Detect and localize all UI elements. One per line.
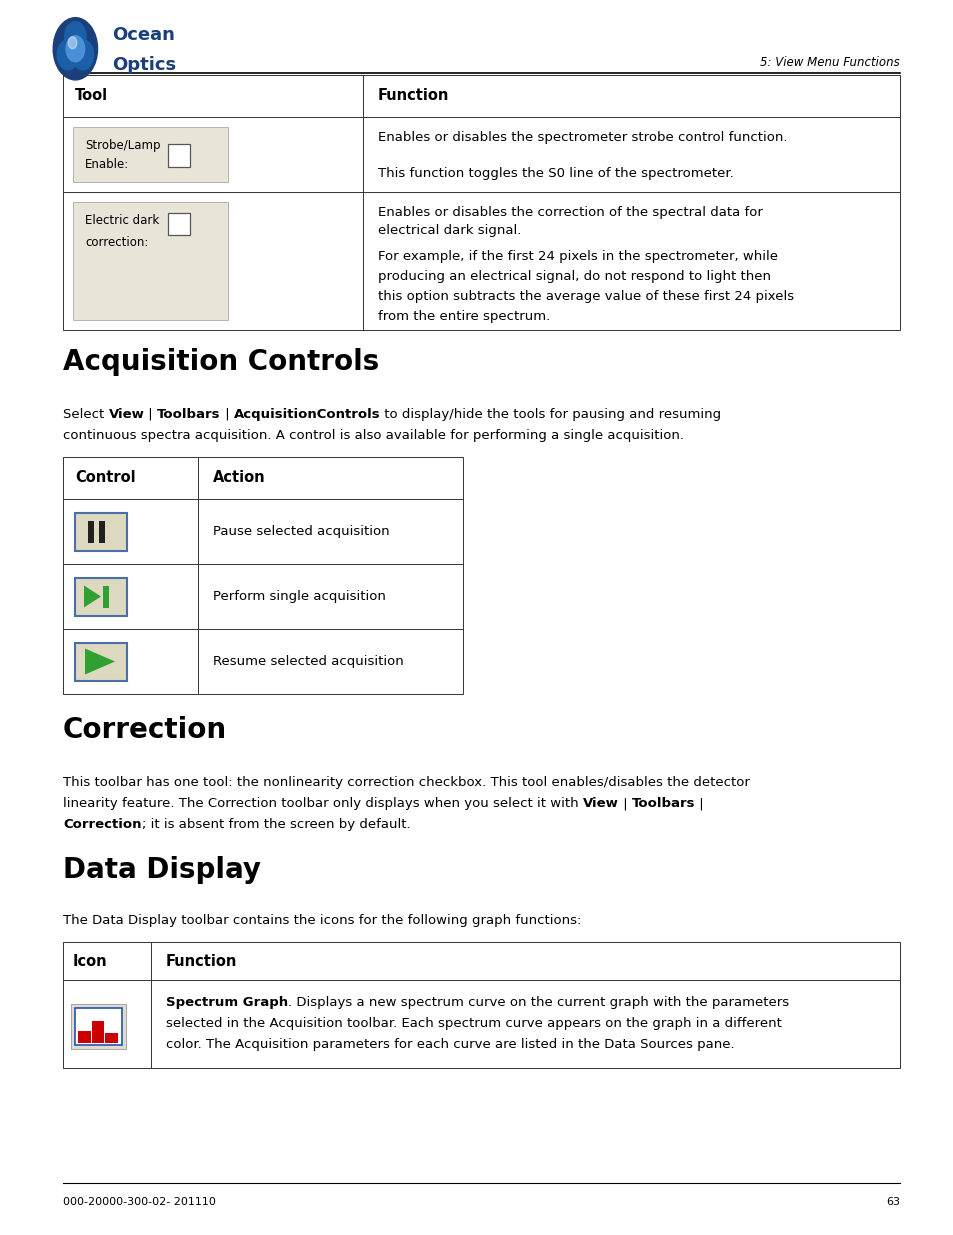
Bar bbox=[91, 1021, 104, 1044]
Circle shape bbox=[66, 36, 85, 62]
Text: selected in the Acquisition toolbar. Each spectrum curve appears on the graph in: selected in the Acquisition toolbar. Eac… bbox=[166, 1016, 781, 1030]
Text: color. The Acquisition parameters for each curve are listed in the Data Sources : color. The Acquisition parameters for ea… bbox=[166, 1037, 734, 1051]
Text: Correction: Correction bbox=[63, 818, 141, 831]
Bar bbox=[71, 1004, 126, 1049]
Text: Electric dark: Electric dark bbox=[85, 214, 159, 226]
Text: Tool: Tool bbox=[75, 89, 108, 104]
Text: Data Display: Data Display bbox=[63, 856, 261, 884]
Text: Function: Function bbox=[166, 953, 237, 968]
Text: 63: 63 bbox=[885, 1197, 899, 1207]
Text: ; it is absent from the screen by default.: ; it is absent from the screen by defaul… bbox=[141, 818, 410, 831]
Text: Ocean: Ocean bbox=[112, 26, 175, 43]
Text: |: | bbox=[220, 408, 233, 421]
Text: This toolbar has one tool: the nonlinearity correction checkbox. This tool enabl: This toolbar has one tool: the nonlinear… bbox=[63, 776, 749, 789]
Circle shape bbox=[72, 40, 93, 70]
Text: Acquisition Controls: Acquisition Controls bbox=[63, 348, 379, 375]
Polygon shape bbox=[85, 648, 115, 674]
Text: . Displays a new spectrum curve on the current graph with the parameters: . Displays a new spectrum curve on the c… bbox=[288, 995, 788, 1009]
Text: Optics: Optics bbox=[112, 56, 176, 74]
Bar bbox=[73, 203, 228, 320]
Text: Toolbars: Toolbars bbox=[631, 797, 695, 810]
Bar bbox=[75, 578, 127, 615]
Bar bbox=[75, 1008, 122, 1045]
Text: Icon: Icon bbox=[73, 953, 108, 968]
Text: Perform single acquisition: Perform single acquisition bbox=[213, 590, 385, 603]
Text: correction:: correction: bbox=[85, 236, 149, 248]
Text: electrical dark signal.: electrical dark signal. bbox=[377, 224, 521, 237]
Text: Function: Function bbox=[377, 89, 449, 104]
Text: continuous spectra acquisition. A control is also available for performing a sin: continuous spectra acquisition. A contro… bbox=[63, 429, 683, 442]
Bar bbox=[99, 520, 105, 542]
Text: View: View bbox=[582, 797, 618, 810]
Bar bbox=[105, 1032, 118, 1044]
Text: Action: Action bbox=[213, 471, 265, 485]
Text: this option subtracts the average value of these first 24 pixels: this option subtracts the average value … bbox=[377, 290, 793, 303]
Circle shape bbox=[53, 17, 97, 80]
Text: Pause selected acquisition: Pause selected acquisition bbox=[213, 525, 389, 538]
Text: Resume selected acquisition: Resume selected acquisition bbox=[213, 655, 403, 668]
Text: 5: View Menu Functions: 5: View Menu Functions bbox=[760, 56, 899, 69]
Bar bbox=[63, 457, 462, 694]
Text: to display/hide the tools for pausing and resuming: to display/hide the tools for pausing an… bbox=[380, 408, 720, 421]
Text: Enables or disables the spectrometer strobe control function.: Enables or disables the spectrometer str… bbox=[377, 131, 786, 144]
Text: Select: Select bbox=[63, 408, 109, 421]
Text: Control: Control bbox=[75, 471, 135, 485]
Text: For example, if the first 24 pixels in the spectrometer, while: For example, if the first 24 pixels in t… bbox=[377, 249, 778, 263]
Circle shape bbox=[57, 40, 78, 70]
Text: View: View bbox=[109, 408, 144, 421]
Text: Spectrum Graph: Spectrum Graph bbox=[166, 995, 288, 1009]
Text: Strobe/Lamp: Strobe/Lamp bbox=[85, 140, 160, 152]
Bar bbox=[103, 585, 109, 608]
Circle shape bbox=[69, 37, 76, 48]
Circle shape bbox=[65, 22, 86, 52]
Text: |: | bbox=[695, 797, 703, 810]
Bar bbox=[75, 642, 127, 680]
Bar bbox=[88, 520, 93, 542]
Text: linearity feature. The Correction toolbar only displays when you select it with: linearity feature. The Correction toolba… bbox=[63, 797, 582, 810]
Text: producing an electrical signal, do not respond to light then: producing an electrical signal, do not r… bbox=[377, 270, 770, 283]
Bar bbox=[63, 75, 899, 330]
Text: Enable:: Enable: bbox=[85, 158, 129, 170]
Text: |: | bbox=[144, 408, 157, 421]
Bar bbox=[63, 942, 899, 1068]
Text: Correction: Correction bbox=[63, 716, 227, 743]
Bar bbox=[168, 144, 190, 167]
Bar bbox=[168, 212, 190, 235]
Bar bbox=[75, 513, 127, 551]
Text: 000-20000-300-02- 201110: 000-20000-300-02- 201110 bbox=[63, 1197, 215, 1207]
Text: Enables or disables the correction of the spectral data for: Enables or disables the correction of th… bbox=[377, 206, 762, 219]
Text: Toolbars: Toolbars bbox=[157, 408, 220, 421]
Bar bbox=[73, 127, 228, 182]
Text: This function toggles the S0 line of the spectrometer.: This function toggles the S0 line of the… bbox=[377, 167, 733, 180]
Polygon shape bbox=[84, 585, 101, 608]
Text: |: | bbox=[618, 797, 631, 810]
Bar bbox=[78, 1031, 91, 1044]
Text: AcquisitionControls: AcquisitionControls bbox=[233, 408, 380, 421]
Text: from the entire spectrum.: from the entire spectrum. bbox=[377, 310, 550, 324]
Text: The Data Display toolbar contains the icons for the following graph functions:: The Data Display toolbar contains the ic… bbox=[63, 914, 580, 927]
